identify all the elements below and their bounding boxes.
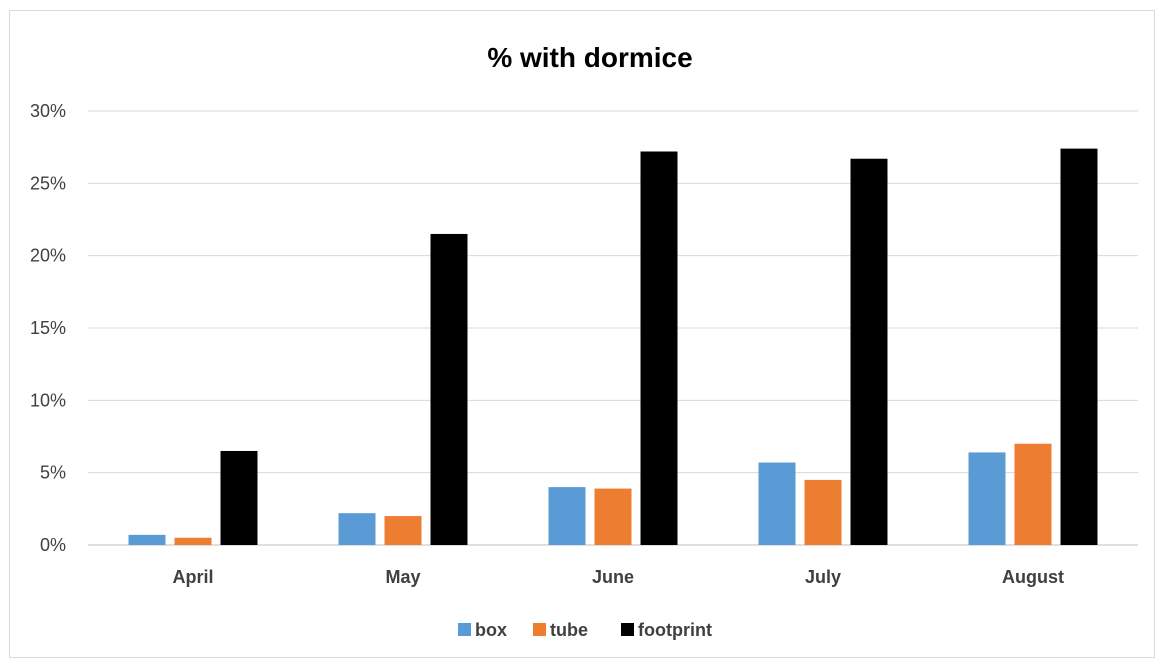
bar-footprint-august — [1060, 148, 1098, 545]
y-tick-label: 25% — [30, 173, 66, 193]
bar-tube-may — [384, 516, 422, 545]
bar-box-july — [758, 462, 796, 545]
bar-footprint-june — [640, 151, 678, 546]
x-axis-ticks: April May June July August — [172, 567, 1064, 587]
y-tick-label: 10% — [30, 390, 66, 410]
bar-box-may — [338, 513, 376, 545]
x-tick-label: June — [592, 567, 634, 587]
chart-title: % with dormice — [487, 42, 692, 73]
y-tick-label: 5% — [40, 463, 66, 483]
bars — [128, 148, 1098, 546]
bar-box-june — [548, 487, 586, 545]
bar-box-august — [968, 452, 1006, 545]
gridlines — [88, 110, 1138, 546]
bar-box-april — [128, 534, 166, 545]
legend-swatch-tube — [533, 623, 546, 636]
y-tick-label: 20% — [30, 246, 66, 266]
y-tick-label: 15% — [30, 318, 66, 338]
bar-tube-august — [1014, 443, 1052, 545]
bar-footprint-april — [220, 450, 258, 545]
legend: box tube footprint — [458, 620, 712, 640]
legend-label-footprint: footprint — [638, 620, 712, 640]
x-tick-label: April — [172, 567, 213, 587]
bar-tube-july — [804, 479, 842, 545]
bar-footprint-may — [430, 233, 468, 545]
y-tick-label: 0% — [40, 535, 66, 555]
legend-swatch-footprint — [621, 623, 634, 636]
y-axis-ticks: 0% 5% 10% 15% 20% 25% 30% — [30, 101, 66, 555]
x-tick-label: July — [805, 567, 841, 587]
chart-area — [9, 10, 1155, 658]
x-tick-label: August — [1002, 567, 1064, 587]
bar-tube-april — [174, 537, 212, 545]
legend-swatch-box — [458, 623, 471, 636]
legend-label-box: box — [475, 620, 507, 640]
bar-tube-june — [594, 488, 632, 545]
legend-label-tube: tube — [550, 620, 588, 640]
y-tick-label: 30% — [30, 101, 66, 121]
x-tick-label: May — [385, 567, 420, 587]
bar-footprint-july — [850, 158, 888, 546]
